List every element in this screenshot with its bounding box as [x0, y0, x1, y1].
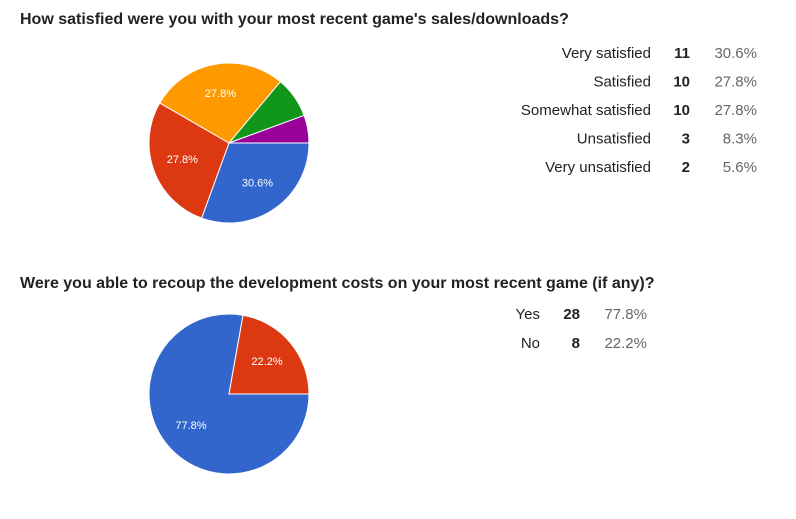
response-count: 3: [682, 130, 690, 147]
slice-label: 22.2%: [251, 356, 282, 368]
pie-slice: [228, 314, 310, 395]
response-percent: 8.3%: [723, 130, 757, 147]
legend-label: Very unsatisfied: [545, 159, 651, 176]
response-count: 11: [674, 45, 690, 62]
pie-slice: [159, 62, 282, 144]
response-count: 10: [673, 102, 690, 119]
legend-label: No: [521, 335, 540, 352]
response-count: 10: [673, 73, 690, 90]
response-percent: 77.8%: [604, 306, 647, 323]
response-count: 8: [572, 335, 580, 352]
slice-label: 30.6%: [242, 178, 273, 190]
response-percent: 27.8%: [714, 73, 757, 90]
slice-label: 27.8%: [167, 154, 198, 166]
legend-label: Very satisfied: [562, 45, 651, 62]
legend-label: Satisfied: [593, 73, 651, 90]
chart-title: How satisfied were you with your most re…: [20, 11, 569, 28]
legend-label: Unsatisfied: [577, 130, 651, 147]
response-percent: 27.8%: [714, 102, 757, 119]
response-percent: 30.6%: [714, 45, 757, 62]
response-count: 2: [682, 159, 690, 176]
slice-label: 27.8%: [205, 88, 236, 100]
response-percent: 5.6%: [723, 159, 757, 176]
legend-label: Yes: [516, 306, 540, 323]
pie-slice: [200, 142, 310, 224]
pie-slice: [228, 114, 310, 144]
response-percent: 22.2%: [604, 335, 647, 352]
response-count: 28: [563, 306, 580, 323]
chart-title: Were you able to recoup the development …: [20, 275, 655, 292]
slice-label: 77.8%: [175, 420, 206, 432]
legend-label: Somewhat satisfied: [521, 102, 651, 119]
